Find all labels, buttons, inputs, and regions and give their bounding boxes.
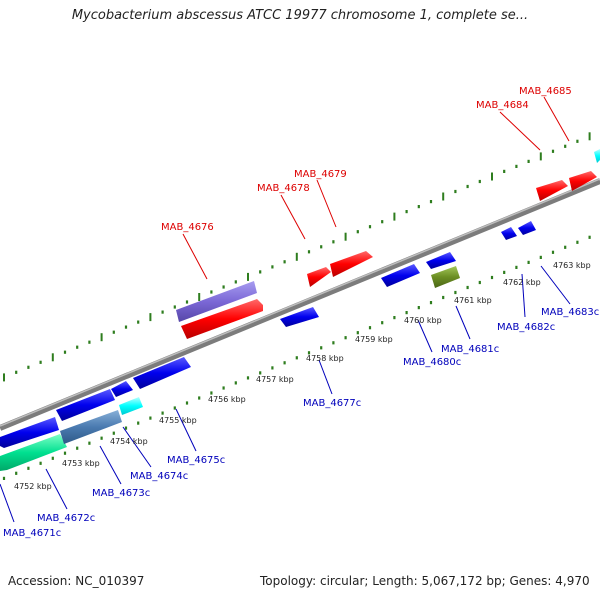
gene-arrow-mab-4675c[interactable] [133,357,191,389]
scale-label: 4761 kbp [454,296,492,305]
gene-label-mab-4677c[interactable]: MAB_4677c [303,398,361,409]
gene-label-mab-4683c[interactable]: MAB_4683c [541,307,599,318]
scale-label: 4760 kbp [404,316,442,325]
map-title: Mycobacterium abscessus ATCC 19977 chrom… [71,8,529,23]
sequence-summary: Topology: circular; Length: 5,067,172 bp… [260,574,590,588]
label-leader-lines [0,96,571,523]
gene-arrow-mab-4677c[interactable] [280,307,319,327]
scale-label: 4759 kbp [355,335,393,344]
chromosome-backbone-highlight [0,178,600,427]
gene-label-mab-4681c[interactable]: MAB_4681c [441,344,499,355]
forward-gene-labels: MAB_4676 MAB_4678 MAB_4679 MAB_4684 MAB_… [161,86,572,233]
gene-label-mab-4680c[interactable]: MAB_4680c [403,357,461,368]
gene-arrow-mab-4678[interactable] [307,267,331,287]
scale-label: 4753 kbp [62,459,100,468]
forward-strand-features [176,149,600,339]
tick-marks [2,132,591,480]
scale-label: 4752 kbp [14,482,52,491]
gene-label-mab-4684[interactable]: MAB_4684 [476,100,529,111]
gene-arrow-mab-4671c[interactable] [0,417,59,448]
gene-arrow-steel[interactable] [60,410,122,444]
gene-arrow-mab-4672c[interactable] [56,389,115,421]
reverse-strand-features [0,221,536,471]
gene-arrow-mab-4683c[interactable] [518,221,536,235]
scale-label: 4755 kbp [159,416,197,425]
gene-label-mab-4673c[interactable]: MAB_4673c [92,488,150,499]
gene-label-mab-4674c[interactable]: MAB_4674c [130,471,188,482]
gene-label-mab-4671c[interactable]: MAB_4671c [3,528,61,539]
accession-text: Accession: NC_010397 [8,574,145,588]
scale-label: 4757 kbp [256,375,294,384]
scale-labels: 4752 kbp 4753 kbp 4754 kbp 4755 kbp 4756… [14,261,591,491]
gene-arrow-mab-4681c[interactable] [426,252,456,269]
scale-label: 4756 kbp [208,395,246,404]
gene-arrow-mab-4685[interactable] [569,171,597,191]
gene-label-mab-4672c[interactable]: MAB_4672c [37,513,95,524]
reverse-gene-labels: MAB_4671c MAB_4672c MAB_4673c MAB_4674c … [3,307,599,539]
scale-label: 4762 kbp [503,278,541,287]
gene-arrow-green[interactable] [0,434,67,471]
scale-label: 4758 kbp [306,354,344,363]
gene-arrow-mab-4676b[interactable] [181,299,263,339]
gene-arrow-mab-4676[interactable] [176,281,257,322]
gene-arrow-mab-4684[interactable] [536,180,568,201]
gene-arrow-edge[interactable] [594,149,600,163]
gene-label-mab-4678[interactable]: MAB_4678 [257,183,310,194]
gene-label-mab-4679[interactable]: MAB_4679 [294,169,347,180]
gene-label-mab-4682c[interactable]: MAB_4682c [497,322,555,333]
gene-arrow-mab-4682c[interactable] [501,227,517,240]
gene-arrow-mab-4673c[interactable] [111,381,133,397]
chromosome-backbone [0,178,600,431]
gene-label-mab-4685[interactable]: MAB_4685 [519,86,572,97]
gene-label-mab-4676[interactable]: MAB_4676 [161,222,214,233]
gene-label-mab-4675c[interactable]: MAB_4675c [167,455,225,466]
scale-label: 4763 kbp [553,261,591,270]
gene-arrow-mab-4681c-olive[interactable] [431,266,460,288]
scale-label: 4754 kbp [110,437,148,446]
gene-arrow-mab-4680c[interactable] [381,264,420,287]
gene-arrow-mab-4679[interactable] [330,251,373,277]
gene-arrow-cyan[interactable] [119,397,143,415]
